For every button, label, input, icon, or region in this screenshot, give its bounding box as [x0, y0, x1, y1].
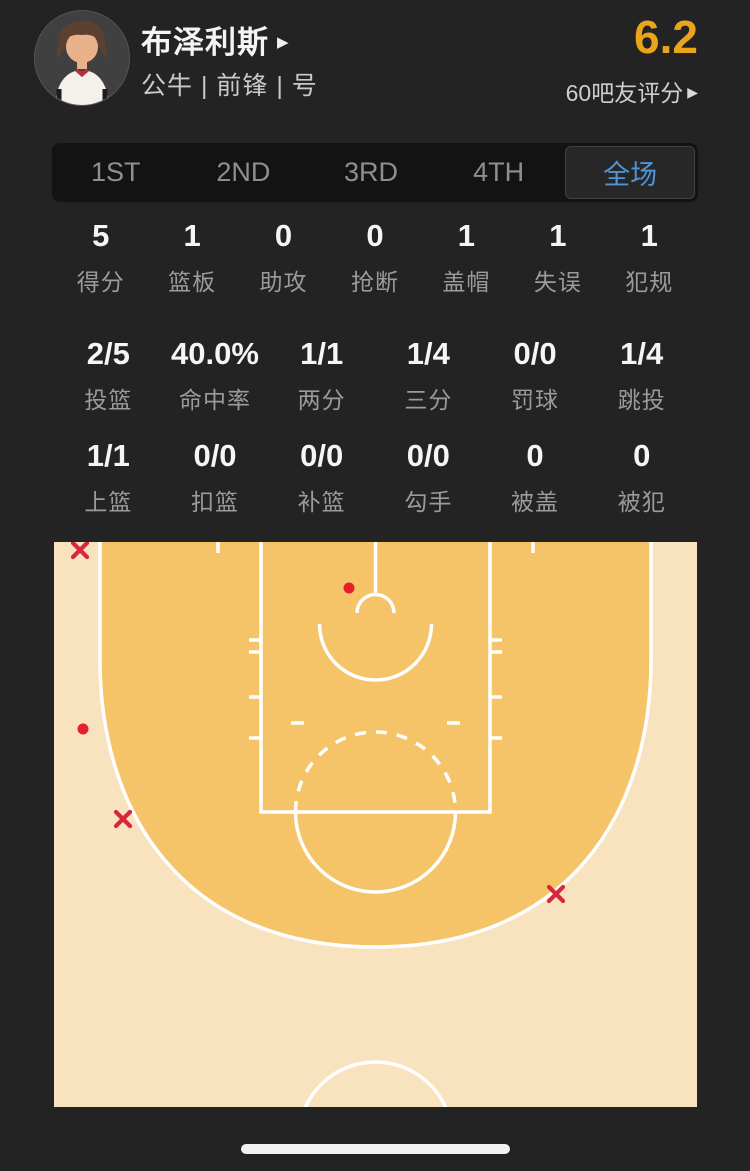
stat-points: 5 得分 — [76, 218, 125, 295]
player-name-row[interactable]: 布泽利斯 ▶ — [141, 17, 289, 62]
team-position-info: 公牛 | 前锋 | 号 — [141, 72, 318, 100]
restricted-area-arc — [317, 623, 434, 682]
court-floor-inside-arc — [100, 542, 651, 947]
stat-rebounds: 1 篮板 — [168, 218, 217, 295]
stat-fouls: 1 犯规 — [625, 218, 674, 295]
stats-row-shooting: 2/5 投篮 40.0% 命中率 1/1 两分 1/4 三分 0/0 罚球 1/4 跳投 — [55, 336, 695, 415]
stat-3pt: 1/4 三分 — [404, 336, 453, 413]
rating-arrow-icon: ▶ — [687, 83, 698, 100]
stat-turnovers: 1 失误 — [533, 218, 582, 295]
player-avatar-image — [35, 11, 129, 105]
quarter-tabbar: 1ST 2ND 3RD 4TH 全场 — [52, 143, 698, 202]
tab-full-game[interactable]: 全场 — [565, 146, 695, 199]
tab-2nd[interactable]: 2ND — [216, 157, 271, 187]
stat-layup: 1/1 上篮 — [84, 438, 133, 515]
tab-1st[interactable]: 1ST — [91, 157, 141, 187]
player-avatar[interactable] — [34, 10, 130, 106]
basket-rim — [355, 542, 396, 614]
lane-hash-marks — [249, 638, 502, 740]
stat-putback: 0/0 补篮 — [297, 438, 346, 515]
center-circle — [303, 1060, 448, 1107]
rating-score: 6.2 — [634, 11, 698, 63]
tab-3rd[interactable]: 3RD — [343, 157, 398, 187]
tab-4th[interactable]: 4TH — [473, 157, 525, 187]
lane-lines — [259, 542, 492, 814]
stat-2pt: 1/1 两分 — [297, 336, 346, 413]
shot-chart-court — [54, 542, 697, 1107]
free-throw-circle-solid — [293, 811, 458, 894]
court-lines — [98, 542, 653, 1107]
stat-jumpshot: 1/4 跳投 — [617, 336, 666, 413]
made-shots-group — [77, 582, 355, 735]
home-indicator-bar — [241, 1144, 510, 1154]
missed-shot-x — [70, 542, 90, 560]
stat-fg: 2/5 投篮 — [84, 336, 133, 413]
player-name: 布泽利斯 — [141, 25, 269, 60]
three-point-line — [98, 542, 653, 949]
made-shot-dot — [77, 723, 89, 735]
rating-block[interactable]: 6.2 60吧友评分 ▶ — [566, 12, 698, 108]
stat-dunk: 0/0 扣篮 — [191, 438, 239, 515]
stat-fouled: 0 被犯 — [617, 438, 666, 515]
stat-blocks: 1 盖帽 — [442, 218, 491, 295]
rating-label: 60吧友评分 — [565, 80, 684, 106]
stats-row-shot-types: 1/1 上篮 0/0 扣篮 0/0 补篮 0/0 勾手 0 被盖 0 被犯 — [55, 438, 695, 517]
stat-steals: 0 抢断 — [350, 218, 399, 295]
missed-shots-group — [70, 542, 566, 904]
baseline-ticks — [216, 542, 535, 553]
stat-assists: 0 助攻 — [259, 218, 308, 295]
stat-hook: 0/0 勾手 — [404, 438, 453, 515]
stat-ft: 0/0 罚球 — [511, 336, 560, 413]
stats-row-basic: 5 得分 1 篮板 0 助攻 0 抢断 1 盖帽 1 失误 1 犯规 — [55, 218, 695, 297]
stat-fg-pct: 40.0% 命中率 — [171, 336, 259, 413]
missed-shot-x — [546, 884, 566, 904]
free-throw-circle-dashed — [293, 730, 458, 813]
made-shot-dot — [343, 582, 355, 594]
stat-blocked: 0 被盖 — [511, 438, 560, 515]
name-arrow-icon: ▶ — [277, 33, 289, 51]
missed-shot-x — [113, 809, 133, 829]
